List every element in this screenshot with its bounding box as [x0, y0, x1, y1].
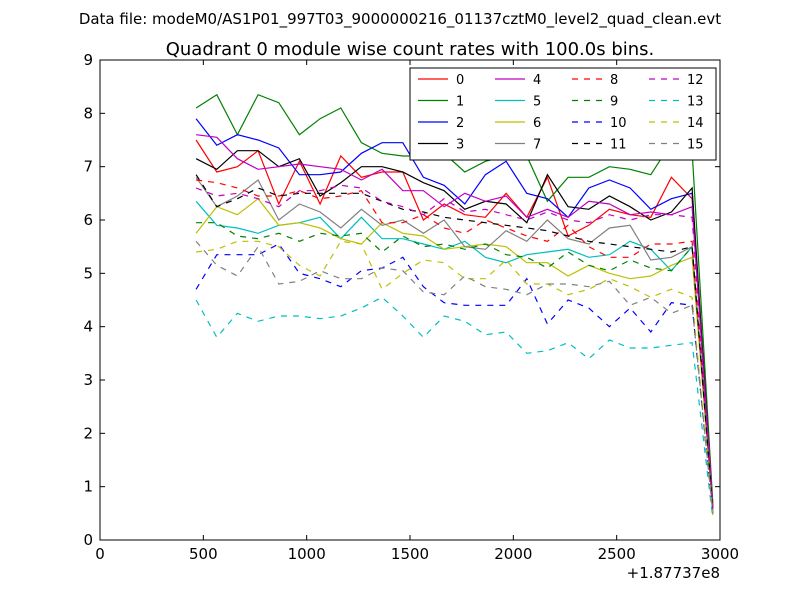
- y-tick-label: 2: [83, 424, 93, 442]
- legend-label-11: 11: [610, 138, 627, 153]
- y-tick-label: 6: [83, 211, 93, 229]
- legend-label-13: 13: [687, 95, 704, 110]
- y-tick-label: 1: [83, 478, 93, 496]
- x-tick-label: 1000: [288, 545, 326, 563]
- plot-area: [195, 93, 714, 519]
- legend-label-7: 7: [533, 138, 541, 153]
- series-lines: [195, 93, 714, 519]
- legend-label-2: 2: [456, 116, 464, 131]
- figure-suptitle: Data file: modeM0/AS1P01_997T03_90000002…: [79, 10, 721, 29]
- legend-label-1: 1: [456, 95, 464, 110]
- series-line-3: [195, 150, 714, 509]
- series-line-13: [195, 296, 714, 519]
- series-line-15: [195, 240, 714, 514]
- y-tick-label: 7: [83, 158, 93, 176]
- series-line-2: [195, 118, 714, 514]
- x-tick-label: 1500: [391, 545, 429, 563]
- series-line-6: [195, 197, 714, 511]
- legend-box: [409, 67, 717, 161]
- legend-label-5: 5: [533, 95, 541, 110]
- series-line-9: [196, 222, 714, 511]
- series-line-4: [196, 134, 714, 506]
- series-line-8: [196, 179, 714, 509]
- legend-label-0: 0: [456, 73, 464, 88]
- series-line-10: [195, 243, 714, 517]
- y-tick-label: 9: [83, 51, 93, 69]
- x-tick-label: 0: [95, 545, 105, 563]
- series-line-1: [195, 93, 714, 503]
- legend-label-12: 12: [687, 73, 704, 88]
- y-tick-label: 5: [83, 264, 93, 282]
- legend-label-15: 15: [687, 138, 704, 153]
- y-tick-label: 4: [83, 318, 93, 336]
- y-tick-label: 8: [83, 104, 93, 122]
- x-tick-label: 2000: [494, 545, 532, 563]
- x-tick-label: 2500: [598, 545, 636, 563]
- legend-label-9: 9: [610, 95, 618, 110]
- x-offset-label: +1.87737e8: [627, 564, 720, 582]
- legend-label-3: 3: [456, 138, 464, 153]
- series-line-7: [195, 176, 714, 511]
- series-line-0: [195, 139, 714, 509]
- y-tick-label: 3: [83, 371, 93, 389]
- chart-title: Quadrant 0 module wise count rates with …: [166, 39, 655, 60]
- legend-label-6: 6: [533, 116, 541, 131]
- axes: 0 500 1000 1500 2000 2500 30000123456789+1.877…: [83, 51, 739, 582]
- legend-label-4: 4: [533, 73, 541, 88]
- legend-label-14: 14: [687, 116, 704, 131]
- x-tick-label: 3000: [701, 545, 739, 563]
- x-tick-label: 500: [189, 545, 218, 563]
- legend-label-8: 8: [610, 73, 618, 88]
- legend-label-10: 10: [610, 116, 627, 131]
- series-line-11: [195, 174, 714, 511]
- y-tick-label: 0: [83, 531, 93, 549]
- series-line-14: [196, 240, 714, 517]
